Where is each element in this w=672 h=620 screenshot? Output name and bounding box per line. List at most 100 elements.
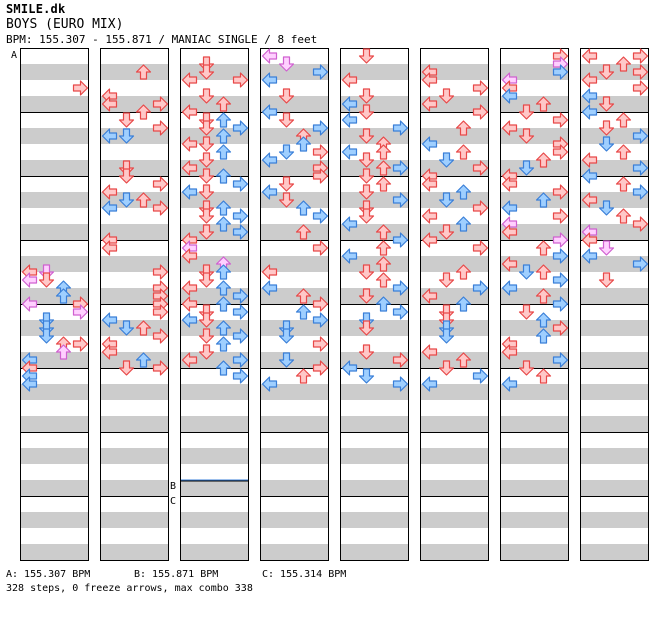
- arrow-down-icon: [278, 176, 295, 192]
- arrow-down-icon: [198, 272, 215, 288]
- arrow-up-icon: [455, 264, 472, 280]
- arrow-left-icon: [261, 48, 278, 64]
- arrow-right-icon: [232, 72, 249, 88]
- arrow-right-icon: [232, 176, 249, 192]
- arrow-left-icon: [421, 96, 438, 112]
- arrow-left-icon: [341, 144, 358, 160]
- beat-stripe: [180, 384, 248, 400]
- arrow-down-icon: [198, 224, 215, 240]
- arrow-down-icon: [118, 168, 135, 184]
- arrow-left-icon: [101, 240, 118, 256]
- arrow-left-icon: [181, 312, 198, 328]
- beat-stripe: [340, 256, 408, 272]
- arrow-left-icon: [501, 256, 518, 272]
- arrow-left-icon: [581, 232, 598, 248]
- beat-stripe: [500, 544, 568, 560]
- arrow-up-icon: [455, 184, 472, 200]
- beat-stripe: [260, 416, 328, 432]
- arrow-left-icon: [341, 216, 358, 232]
- arrow-right-icon: [632, 160, 649, 176]
- arrow-up-icon: [215, 112, 232, 128]
- arrow-down-icon: [518, 360, 535, 376]
- site-title: SMILE.dk: [6, 2, 66, 16]
- arrow-down-icon: [198, 168, 215, 184]
- beat-stripe: [20, 544, 88, 560]
- beat-stripe: [580, 352, 648, 368]
- beat-stripe: [180, 288, 248, 304]
- beat-stripe: [260, 64, 328, 80]
- arrow-up-icon: [535, 152, 552, 168]
- arrow-right-icon: [232, 304, 249, 320]
- arrow-left-icon: [501, 280, 518, 296]
- arrow-down-icon: [358, 184, 375, 200]
- arrow-up-icon: [455, 120, 472, 136]
- beat-stripe: [180, 448, 248, 464]
- arrow-down-icon: [358, 368, 375, 384]
- arrow-right-icon: [552, 112, 569, 128]
- arrow-down-icon: [278, 328, 295, 344]
- arrow-up-icon: [455, 144, 472, 160]
- arrow-down-icon: [518, 160, 535, 176]
- arrow-right-icon: [312, 120, 329, 136]
- arrow-right-icon: [472, 80, 489, 96]
- beat-stripe: [180, 480, 248, 496]
- beat-stripe: [180, 160, 248, 176]
- arrow-right-icon: [232, 120, 249, 136]
- arrow-up-icon: [295, 224, 312, 240]
- arrow-right-icon: [152, 304, 169, 320]
- arrow-right-icon: [632, 80, 649, 96]
- beat-stripe: [100, 256, 168, 272]
- arrow-down-icon: [278, 192, 295, 208]
- arrow-down-icon: [198, 120, 215, 136]
- arrow-up-icon: [535, 264, 552, 280]
- chart-column-frame: [500, 48, 569, 561]
- arrow-right-icon: [392, 120, 409, 136]
- arrow-right-icon: [232, 368, 249, 384]
- beat-stripe: [180, 512, 248, 528]
- arrow-right-icon: [232, 208, 249, 224]
- arrow-left-icon: [501, 224, 518, 240]
- arrow-left-icon: [181, 280, 198, 296]
- arrow-down-icon: [358, 320, 375, 336]
- arrow-down-icon: [118, 320, 135, 336]
- beat-stripe: [260, 512, 328, 528]
- arrow-right-icon: [552, 320, 569, 336]
- beat-stripe: [180, 416, 248, 432]
- arrow-right-icon: [552, 208, 569, 224]
- arrow-up-icon: [295, 200, 312, 216]
- arrow-down-icon: [598, 240, 615, 256]
- beat-stripe: [100, 480, 168, 496]
- beat-stripe: [580, 384, 648, 400]
- arrow-left-icon: [181, 104, 198, 120]
- arrow-right-icon: [232, 288, 249, 304]
- arrow-down-icon: [358, 88, 375, 104]
- beat-stripe: [420, 256, 488, 272]
- arrow-right-icon: [472, 368, 489, 384]
- step-notes: [21, 48, 649, 392]
- beat-stripe: [260, 480, 328, 496]
- arrow-left-icon: [261, 264, 278, 280]
- arrow-down-icon: [598, 96, 615, 112]
- arrow-up-icon: [215, 360, 232, 376]
- arrow-down-icon: [278, 352, 295, 368]
- arrow-right-icon: [552, 184, 569, 200]
- step-stats: 328 steps, 0 freeze arrows, max combo 33…: [6, 583, 253, 594]
- beat-stripe: [100, 544, 168, 560]
- arrow-up-icon: [455, 296, 472, 312]
- arrow-right-icon: [392, 280, 409, 296]
- beat-stripe: [20, 192, 88, 208]
- beat-stripe: [340, 448, 408, 464]
- arrow-left-icon: [421, 72, 438, 88]
- beat-stripe: [500, 352, 568, 368]
- arrow-right-icon: [392, 160, 409, 176]
- arrow-left-icon: [101, 128, 118, 144]
- beat-stripe: [420, 128, 488, 144]
- arrow-left-icon: [261, 72, 278, 88]
- beat-stripe: [580, 480, 648, 496]
- beat-stripe: [260, 128, 328, 144]
- arrow-left-icon: [101, 184, 118, 200]
- arrow-right-icon: [392, 304, 409, 320]
- arrow-down-icon: [358, 128, 375, 144]
- arrow-down-icon: [118, 360, 135, 376]
- arrow-right-icon: [552, 352, 569, 368]
